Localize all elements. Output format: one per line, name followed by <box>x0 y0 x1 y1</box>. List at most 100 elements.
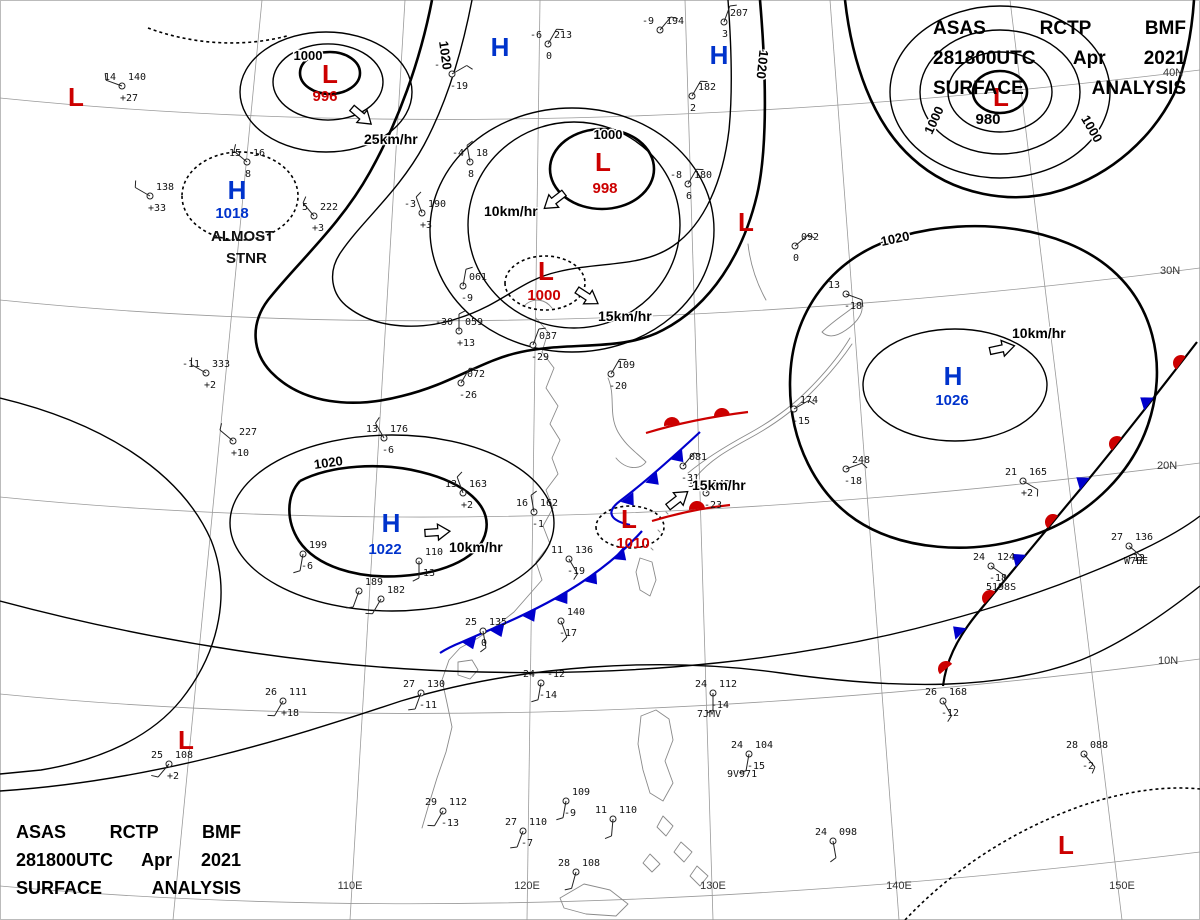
station-aux: -15 <box>747 761 765 772</box>
pressure-value: 1000 <box>527 287 560 304</box>
station-plot: 15 168 <box>229 144 265 180</box>
coastline <box>635 557 657 597</box>
movement-arrow <box>988 339 1016 358</box>
movement-speed-label: 15km/hr <box>598 308 652 324</box>
station-temp: 24 <box>973 552 985 563</box>
isobar <box>947 51 1053 133</box>
isobar <box>788 224 1159 549</box>
movement-arrow <box>664 490 689 511</box>
isobar <box>889 5 1111 179</box>
isobar <box>595 505 665 549</box>
station-value: 098 <box>839 827 857 838</box>
station-plot: 11 110 <box>595 805 637 840</box>
cold-front-symbol <box>489 623 505 638</box>
isobar <box>862 328 1048 442</box>
station-plot: 27 136 -12 <box>1111 532 1153 564</box>
station-plot: -11 333 +2 <box>182 357 230 391</box>
station-plot: 138 +33 <box>134 180 174 214</box>
coastline <box>673 841 693 863</box>
low-pressure-center: L <box>621 504 637 534</box>
grid-line <box>0 658 1200 714</box>
isobar <box>272 43 384 121</box>
station-plot: 061 -9 <box>459 266 487 304</box>
title-block-bottom-left: ASAS RCTP BMF 281800UTC Apr 2021 SURFACE… <box>16 818 241 902</box>
station-temp: 27 <box>505 817 517 828</box>
station-aux: -19 <box>450 81 468 92</box>
station-aux: -19 <box>567 566 585 577</box>
station-temp: 13 <box>366 424 378 435</box>
station-aux: -13 <box>417 568 435 579</box>
station-value: 130 <box>427 679 445 690</box>
station-value: 059 <box>465 317 483 328</box>
station-value: 110 <box>529 817 547 828</box>
isobar <box>147 27 288 44</box>
station-value: 092 <box>801 232 819 243</box>
station-temp: 27 <box>1111 532 1123 543</box>
station-plot: 189 <box>346 577 383 609</box>
high-pressure-center: H <box>382 508 401 538</box>
station-plot: -7 -19 <box>434 60 473 92</box>
ship-callsign: 7JMV <box>697 709 721 720</box>
isobar-label: 1000 <box>1078 112 1105 145</box>
cold-front-symbol <box>1076 477 1090 491</box>
isobar-label: 1020 <box>313 453 344 472</box>
coastline <box>457 659 479 680</box>
longitude-label: 110E <box>338 880 363 892</box>
isobar <box>288 464 488 578</box>
station-plot: -30 059 +13 <box>435 310 483 349</box>
grid-line <box>0 267 1200 322</box>
isobar <box>429 107 715 353</box>
station-value: 061 <box>469 272 487 283</box>
coastline <box>656 815 674 837</box>
high-pressure-center: H <box>491 32 510 62</box>
coastline <box>747 243 767 301</box>
station-temp: -8 <box>670 170 682 181</box>
isobar-label: 1020 <box>879 228 910 249</box>
station-temp: 24 <box>731 740 743 751</box>
warm-front-symbol <box>1173 355 1186 370</box>
station-aux: -1 <box>532 519 544 530</box>
station-temp: 5 <box>302 202 308 213</box>
station-aux: -12 <box>941 708 959 719</box>
station-aux: 0 <box>546 51 552 62</box>
station-temp: 16 <box>516 498 528 509</box>
chart-datetime-line: 281800UTC Apr 2021 <box>16 850 241 870</box>
station-aux: +13 <box>457 338 475 349</box>
isobar-label: 1000 <box>921 104 947 137</box>
movement-speed-label: 10km/hr <box>1012 325 1066 341</box>
isobar <box>843 0 1196 199</box>
isobar <box>331 0 732 327</box>
cold-front-symbol <box>461 636 477 650</box>
warm-front-symbol <box>714 408 730 417</box>
low-pressure-center: L <box>993 82 1009 112</box>
station-aux: -17 <box>559 628 577 639</box>
isobar-label: 1020 <box>754 49 772 79</box>
station-value: 135 <box>489 617 507 628</box>
station-value: 16 <box>253 148 265 159</box>
station-value: 108 <box>582 858 600 869</box>
station-value: 108 <box>175 750 193 761</box>
pressure-value: 1026 <box>935 392 968 409</box>
station-temp: -30 <box>435 317 453 328</box>
station-value: 227 <box>239 427 257 438</box>
movement-arrow <box>424 522 452 542</box>
station-value: 333 <box>212 359 230 370</box>
chart-type-line: SURFACE ANALYSIS <box>933 78 1186 99</box>
grid-line <box>349 0 406 920</box>
movement-speed-label: 10km/hr <box>484 203 538 219</box>
isobar <box>0 397 222 775</box>
warm-front-symbol <box>1045 514 1059 529</box>
station-aux: -12 <box>1127 553 1145 564</box>
station-value: 072 <box>467 369 485 380</box>
station-temp: 13 <box>445 479 457 490</box>
grid-line <box>0 462 1200 518</box>
coastline <box>689 865 709 887</box>
station-aux: -9 <box>564 808 576 819</box>
chart-datetime-line: 281800UTC Apr 2021 <box>933 48 1186 69</box>
station-aux: 3 <box>722 29 728 40</box>
station-aux: +18 <box>281 708 299 719</box>
station-plot: 13 -18 <box>828 280 864 312</box>
